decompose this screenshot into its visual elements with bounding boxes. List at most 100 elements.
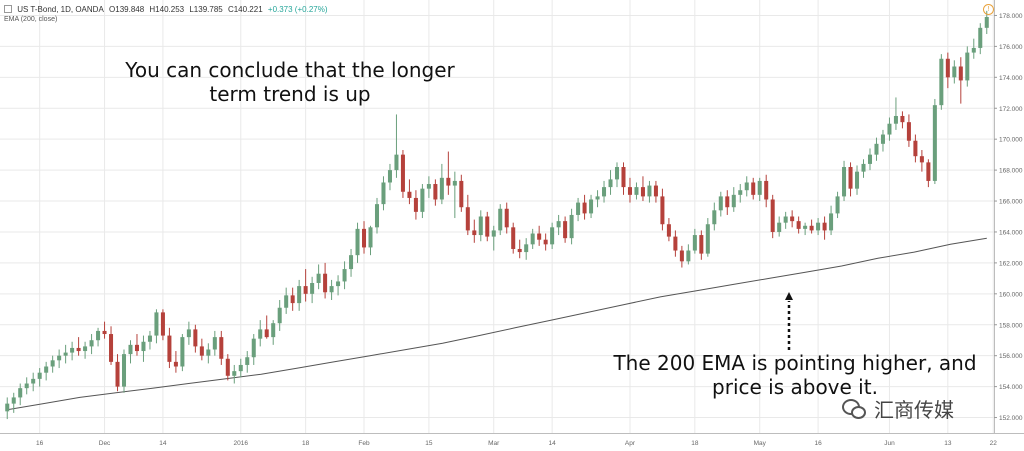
candle [874,137,879,161]
candle [751,177,756,200]
candle-body [452,180,457,186]
xtick-label: 18 [691,440,699,447]
candle-body [491,230,496,237]
candle-body [686,250,691,262]
candle [803,222,808,236]
candle [595,190,600,208]
candle-body [919,156,924,163]
candle-body [420,188,425,212]
candle-body [349,255,354,270]
candle [524,238,529,260]
candle [387,163,392,191]
candle [770,194,775,239]
candle [264,315,269,339]
candle [420,184,425,219]
ema-200-line [7,237,987,411]
candle [57,349,62,369]
indicator-legend[interactable]: EMA (200, close) [4,16,58,23]
candle-body [952,66,957,78]
candle [193,324,198,353]
candle-body [83,346,88,352]
candle [731,187,736,212]
candle-body [932,105,937,181]
candle [932,98,937,185]
xtick-label: 13 [944,440,952,447]
candle [796,216,801,234]
candle [83,341,88,359]
change-value: +0.373 (+0.27%) [267,5,328,14]
candle-body [718,196,723,211]
candle-body [647,185,652,197]
candle-body [589,199,594,214]
candle-body [770,199,775,232]
candle-body [861,163,866,172]
candle-body [11,397,16,404]
candle-body [154,312,159,336]
annotation-top-line2: term trend is up [209,82,371,106]
candle [829,205,834,236]
candle [342,261,347,290]
candle-body [128,344,133,355]
candle-body [705,224,710,254]
candle [589,194,594,219]
candle-body [472,230,477,236]
xtick-label: Mar [488,440,500,447]
candle-body [413,197,418,212]
watermark-text: 汇商传媒 [874,398,954,422]
candle-body [731,194,736,208]
candle [24,377,29,395]
low-value: L139.785 [189,5,223,14]
candle [394,114,399,178]
candle [459,174,464,212]
candle-body [18,388,23,398]
candle-body [400,154,405,192]
candle [478,210,483,242]
candle-body [906,122,911,141]
candle [70,341,75,361]
candle-body [50,360,55,367]
candle-body [63,352,68,356]
candle-body [790,216,795,222]
open-value: O139.848 [109,5,145,14]
xtick-label: 18 [302,440,310,447]
candle-body [225,358,230,376]
candle-body [563,221,568,239]
candle-body [958,66,963,81]
candle [89,334,94,355]
candle [426,176,431,198]
candle-body [640,187,645,197]
candle [582,194,587,220]
candle-body [595,196,600,200]
candle-body [310,282,315,294]
candle [5,397,10,420]
candle [634,182,639,200]
ytick-label: 176.000 [999,44,1023,51]
candle [121,349,127,393]
alert-icon[interactable]: ! [983,4,994,15]
candle [673,230,678,257]
candle-body [692,235,697,251]
candle [316,264,321,290]
candle [160,309,165,341]
candle [290,287,295,311]
candle [783,211,788,229]
symbol-label[interactable]: US T-Bond, 1D, OANDA [17,5,104,14]
candle [692,228,697,254]
candle-body [426,184,431,189]
candle [154,309,159,344]
candle-body [465,207,470,231]
candle [251,334,256,365]
candle-body [5,403,10,412]
candle [374,197,380,234]
wechat-logo-icon [842,398,866,419]
candle [790,210,795,228]
candle-body [329,286,334,293]
candle-body [238,364,243,372]
candle [50,355,55,373]
candle [978,23,983,55]
candle [640,176,645,202]
candle-body [511,227,516,249]
candle-body [374,204,380,228]
candle [958,57,963,104]
